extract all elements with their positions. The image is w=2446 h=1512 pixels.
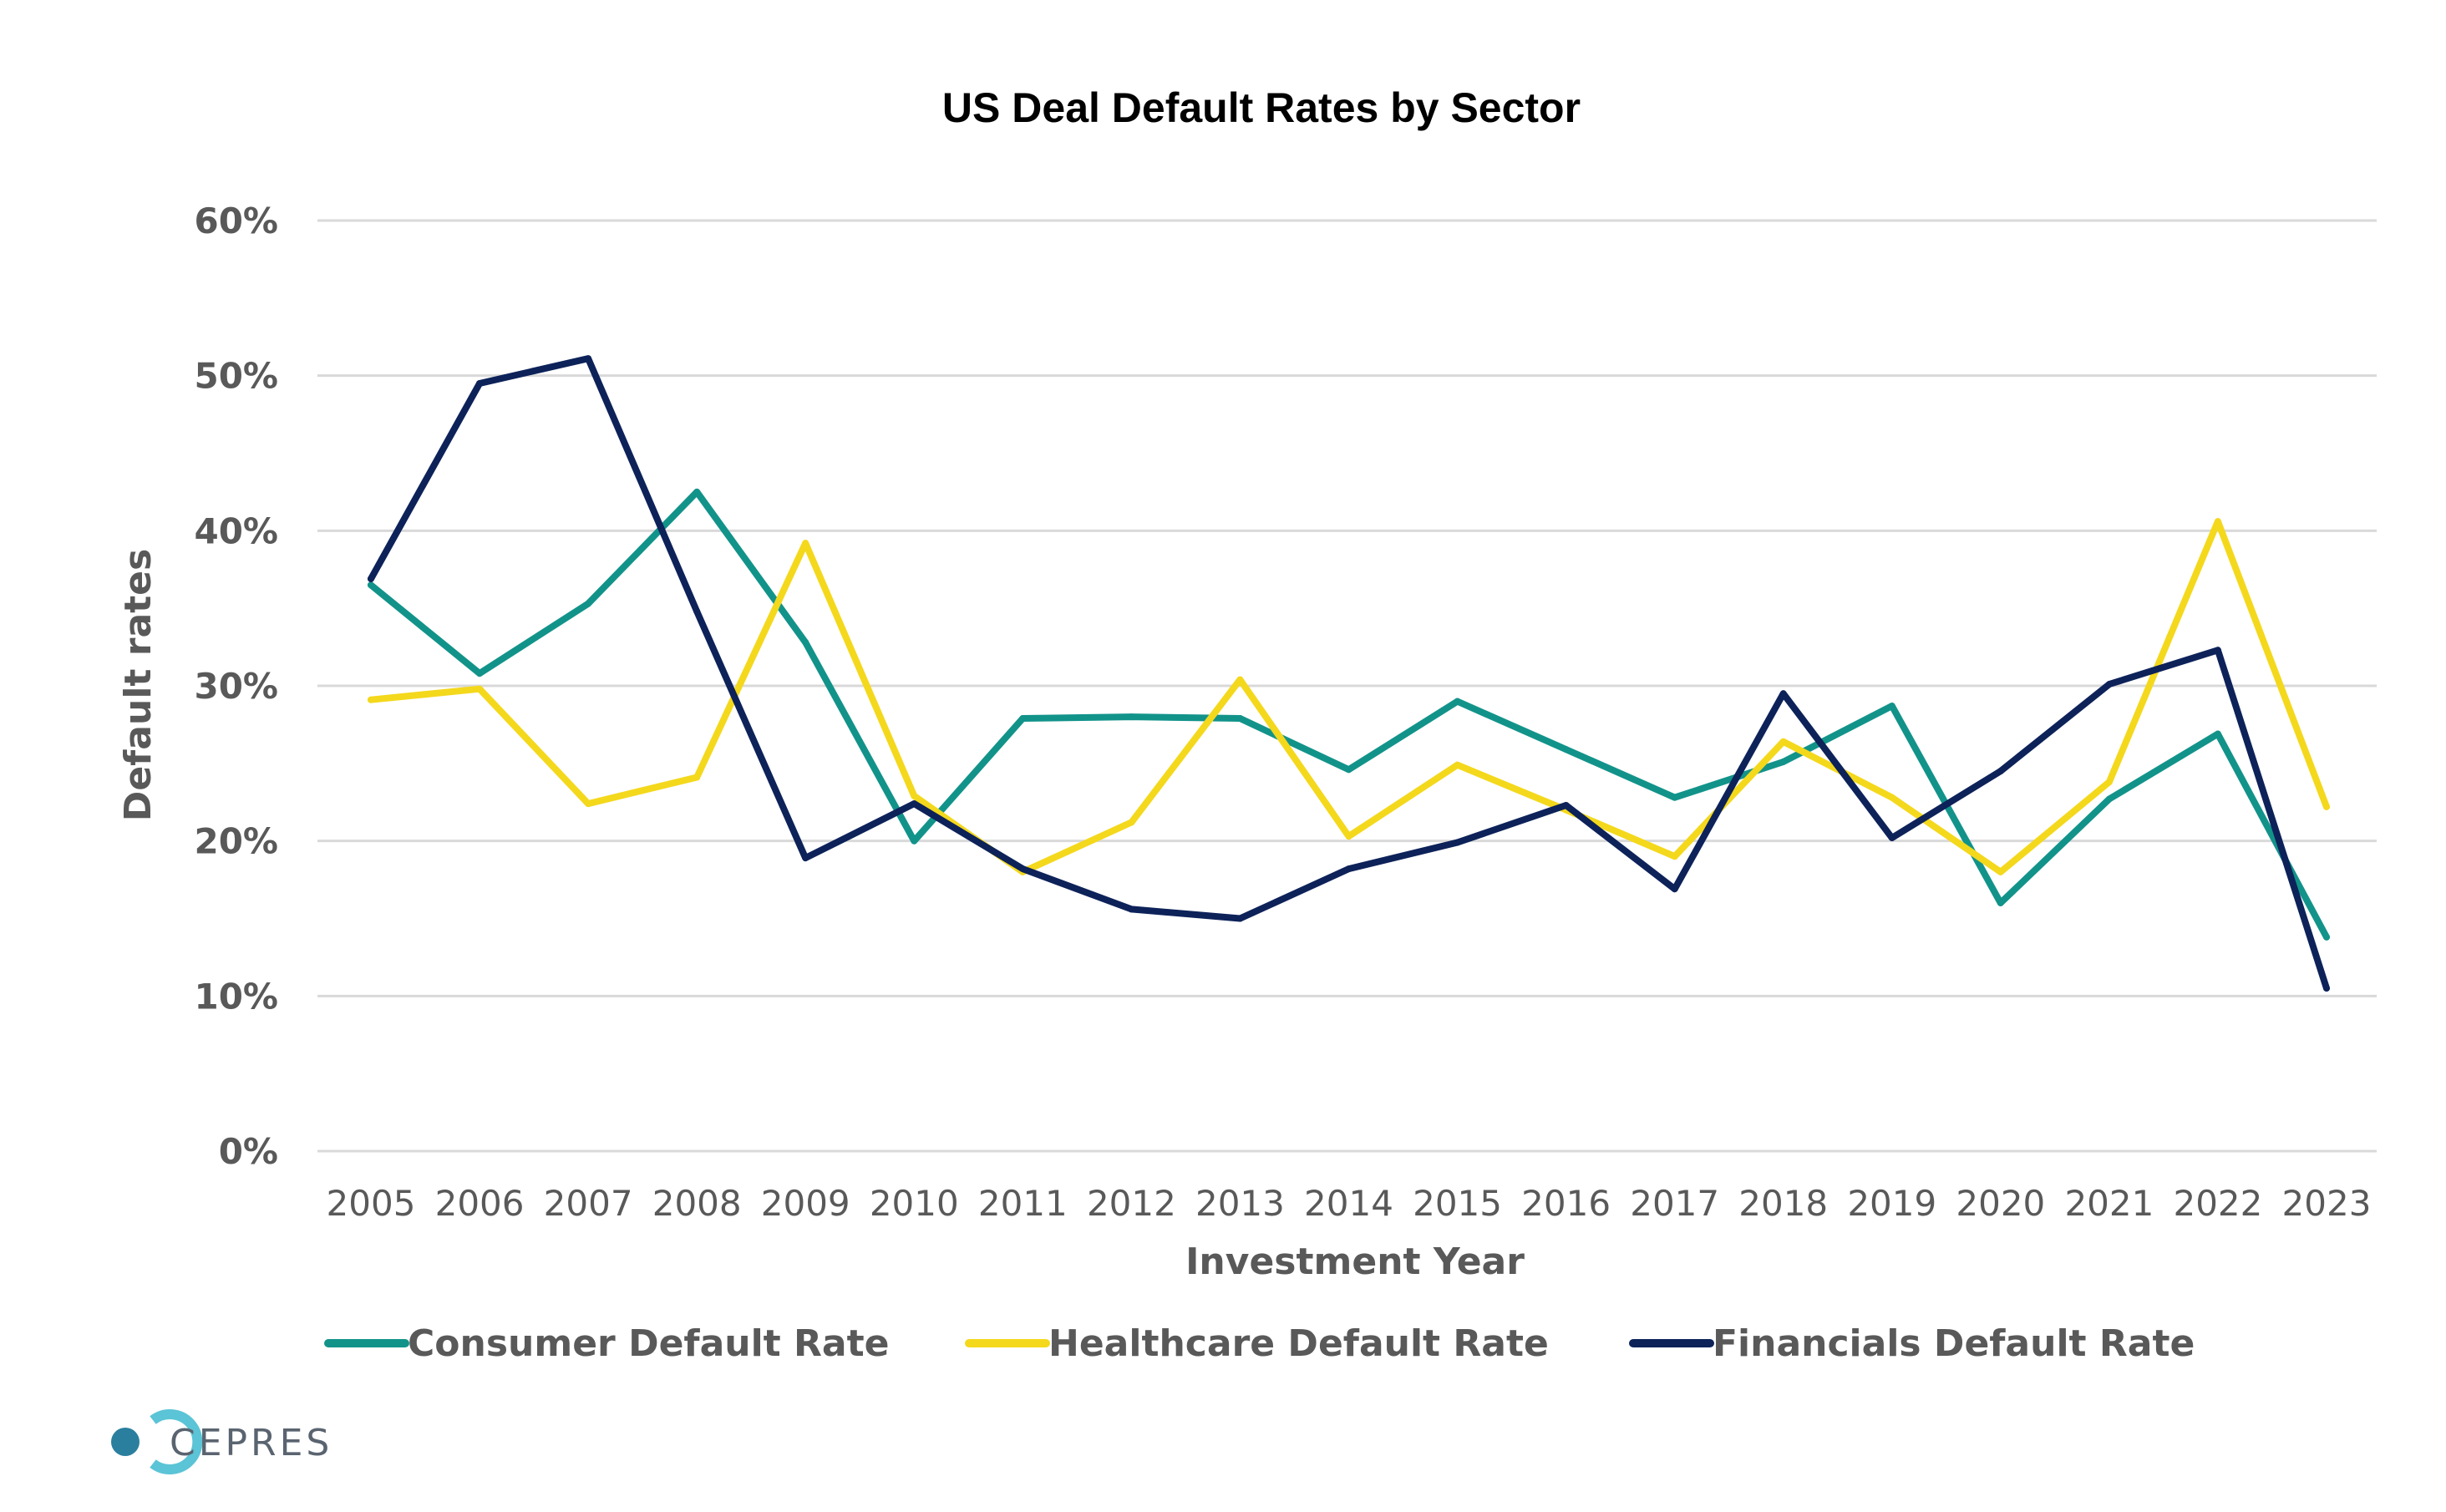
data-point-consumer: [1888, 703, 1895, 710]
data-point-consumer: [368, 581, 374, 589]
x-tick-label: 2019: [1847, 1183, 1936, 1224]
data-point-consumer: [1128, 713, 1135, 721]
x-tick-label: 2023: [2282, 1183, 2372, 1224]
data-point-financials: [911, 800, 918, 808]
data-point-financials: [1019, 865, 1027, 873]
data-point-financials: [1454, 839, 1461, 846]
data-point-consumer: [1779, 758, 1787, 765]
x-tick-label: 2009: [761, 1183, 850, 1224]
data-point-financials: [1236, 915, 1244, 922]
data-point-financials: [476, 379, 484, 387]
data-point-consumer: [1997, 899, 2004, 906]
data-point-financials: [1997, 768, 2004, 775]
data-point-financials: [1345, 865, 1352, 873]
data-point-healthcare: [1454, 761, 1461, 769]
x-tick-label: 2022: [2173, 1183, 2262, 1224]
data-point-financials: [1671, 885, 1678, 893]
data-point-healthcare: [1671, 853, 1678, 860]
data-point-financials: [1779, 690, 1787, 698]
data-point-consumer: [476, 670, 484, 677]
data-point-healthcare: [368, 696, 374, 703]
y-tick-label: 60%: [194, 200, 278, 241]
x-axis-label: Investment Year: [1185, 1241, 1525, 1283]
series-line-financials: [368, 355, 2330, 992]
x-tick-label: 2010: [870, 1183, 959, 1224]
x-tick-label: 2015: [1413, 1183, 1502, 1224]
data-point-consumer: [802, 639, 809, 647]
data-point-financials: [802, 855, 809, 862]
y-tick-label: 40%: [194, 510, 278, 551]
y-tick-label: 20%: [194, 821, 278, 862]
data-point-healthcare: [585, 800, 592, 808]
y-tick-label: 10%: [194, 976, 278, 1017]
data-point-healthcare: [1345, 833, 1352, 840]
legend: Consumer Default Rate Healthcare Default …: [324, 1322, 2195, 1365]
x-tick-label: 2016: [1521, 1183, 1611, 1224]
y-tick-label: 50%: [194, 356, 278, 397]
data-point-financials: [1888, 834, 1895, 841]
legend-label-financials: Financials Default Rate: [1713, 1322, 2195, 1365]
data-point-healthcare: [802, 540, 809, 547]
legend-label-healthcare: Healthcare Default Rate: [1048, 1322, 1549, 1365]
data-point-healthcare: [2214, 518, 2221, 525]
x-tick-label: 2008: [652, 1183, 742, 1224]
data-point-consumer: [911, 837, 918, 845]
data-point-financials: [1562, 801, 1570, 809]
data-point-financials: [1128, 906, 1135, 913]
y-tick-label: 30%: [194, 666, 278, 707]
brand-logo: CEPRES: [111, 1409, 332, 1474]
x-tick-label: 2013: [1195, 1183, 1285, 1224]
data-point-healthcare: [1997, 868, 2004, 875]
data-point-healthcare: [1236, 676, 1244, 683]
data-point-consumer: [2105, 795, 2113, 803]
y-axis-label: Default rates: [117, 549, 160, 821]
x-tick-label: 2018: [1738, 1183, 1828, 1224]
data-point-healthcare: [2105, 779, 2113, 786]
series-lines: [368, 355, 2330, 992]
brand-name: CEPRES: [170, 1422, 332, 1464]
chart-title: US Deal Default Rates by Sector: [942, 84, 1581, 131]
x-tick-label: 2012: [1087, 1183, 1176, 1224]
x-tick-label: 2020: [1956, 1183, 2045, 1224]
data-point-consumer: [1671, 794, 1678, 801]
data-point-healthcare: [1128, 819, 1135, 826]
x-axis-ticks: 2005 2006 2007 2008 2009 2010 2011 2012 2013 2014…: [327, 1183, 2372, 1224]
series-line-healthcare: [368, 518, 2330, 875]
gridlines: [317, 219, 2377, 1153]
y-axis-ticks: 0% 10% 20% 30% 40% 50% 60%: [194, 200, 278, 1172]
x-tick-label: 2014: [1304, 1183, 1393, 1224]
data-point-financials: [585, 355, 592, 363]
data-point-financials: [2105, 681, 2113, 688]
data-point-consumer: [2323, 933, 2330, 941]
data-point-consumer: [1345, 766, 1352, 774]
data-point-financials: [368, 575, 374, 582]
data-point-healthcare: [693, 774, 701, 781]
x-tick-label: 2021: [2064, 1183, 2154, 1224]
legend-label-consumer: Consumer Default Rate: [408, 1322, 889, 1365]
data-point-consumer: [1562, 746, 1570, 753]
x-tick-label: 2006: [435, 1183, 525, 1224]
x-tick-label: 2011: [978, 1183, 1068, 1224]
data-point-consumer: [1454, 698, 1461, 705]
cepres-logo-icon: [111, 1409, 203, 1474]
data-point-consumer: [693, 488, 701, 495]
data-point-consumer: [585, 600, 592, 607]
data-point-healthcare: [2323, 803, 2330, 810]
data-point-financials: [2214, 647, 2221, 654]
x-tick-label: 2005: [327, 1183, 416, 1224]
data-point-healthcare: [476, 685, 484, 693]
y-tick-label: 0%: [219, 1131, 278, 1172]
data-point-financials: [2323, 985, 2330, 992]
data-point-consumer: [2214, 730, 2221, 738]
data-point-healthcare: [911, 792, 918, 799]
x-tick-label: 2017: [1630, 1183, 1719, 1224]
data-point-consumer: [1019, 714, 1027, 722]
data-point-healthcare: [1779, 738, 1787, 745]
data-point-healthcare: [1888, 794, 1895, 801]
data-point-financials: [693, 607, 701, 615]
data-point-consumer: [1236, 714, 1244, 722]
x-tick-label: 2007: [544, 1183, 633, 1224]
